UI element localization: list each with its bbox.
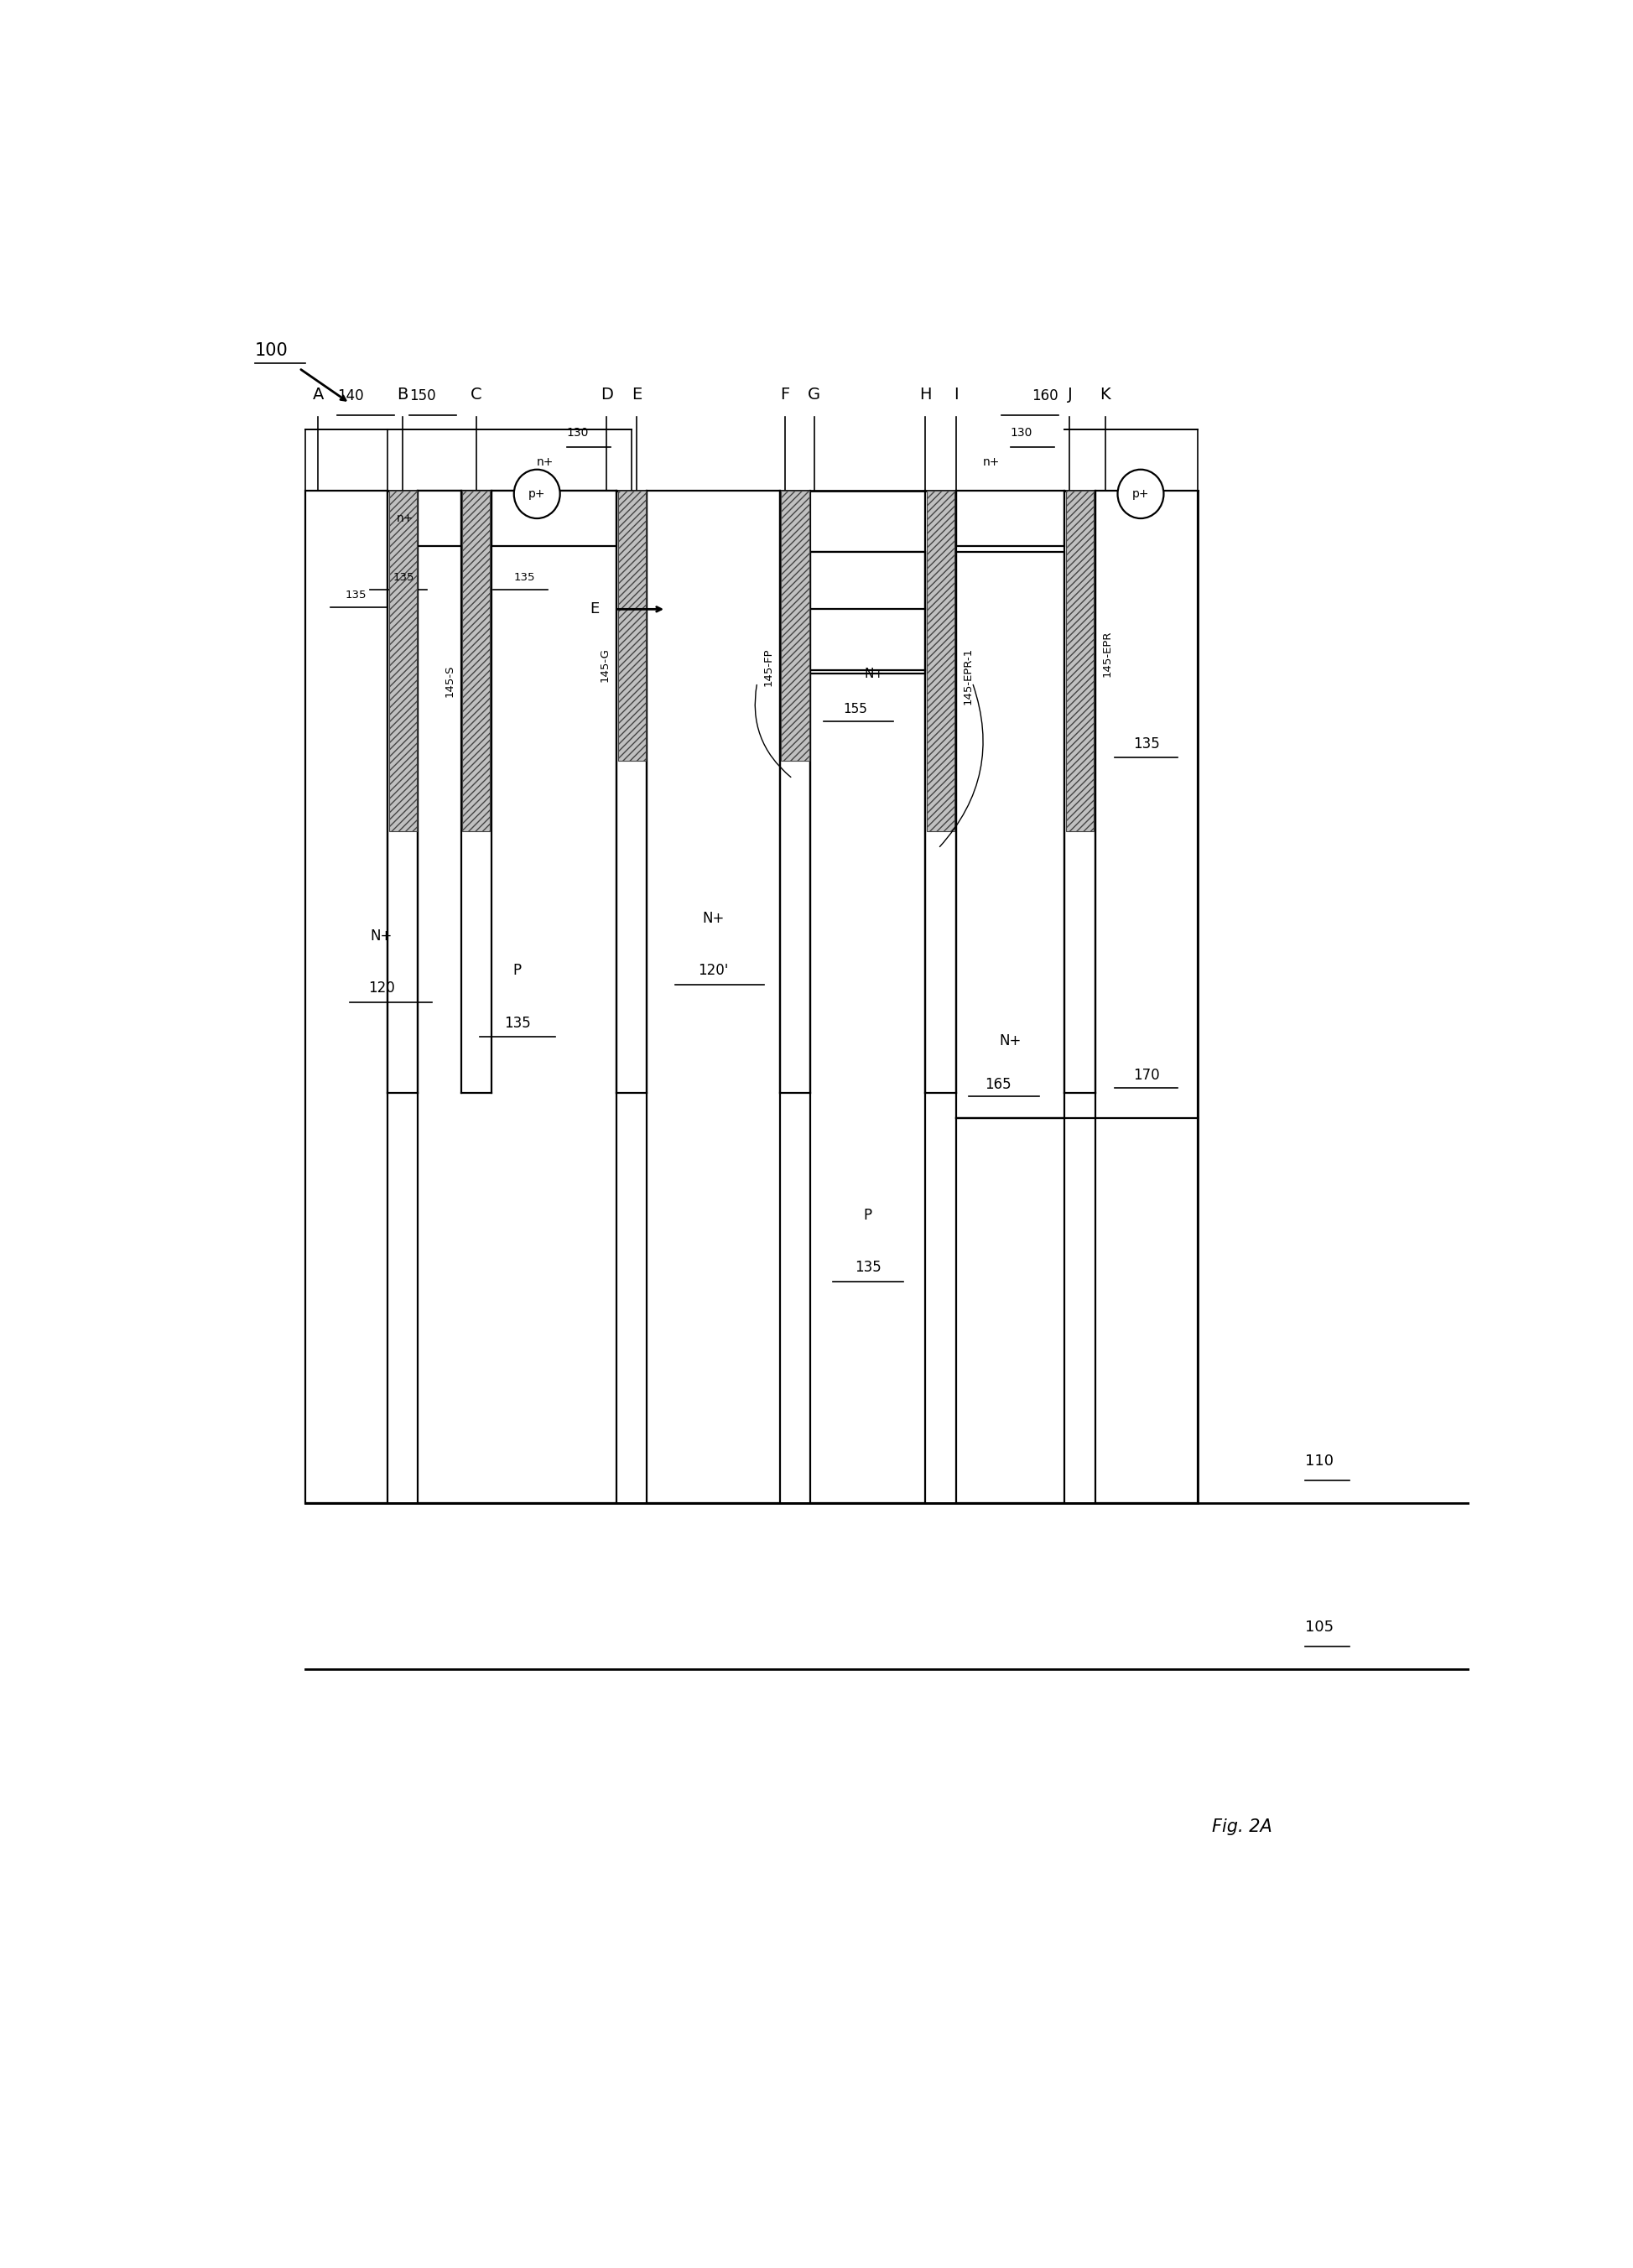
- Bar: [305, 490, 387, 1504]
- Text: G: G: [808, 386, 820, 401]
- Bar: [955, 551, 1065, 1504]
- Text: 160: 160: [1032, 388, 1058, 404]
- Text: 120: 120: [367, 980, 395, 996]
- Text: 130: 130: [567, 426, 590, 438]
- Text: 145-G: 145-G: [599, 649, 611, 683]
- Text: n+: n+: [537, 456, 554, 469]
- Bar: [810, 551, 926, 674]
- Bar: [418, 490, 617, 1504]
- Text: N+: N+: [702, 912, 725, 925]
- Bar: [810, 551, 926, 1504]
- Bar: [647, 490, 781, 1504]
- Text: 145-EPR-1: 145-EPR-1: [962, 649, 973, 705]
- Text: 140: 140: [336, 388, 364, 404]
- Ellipse shape: [1117, 469, 1164, 519]
- Bar: [462, 490, 490, 830]
- Text: 145-EPR: 145-EPR: [1101, 631, 1112, 676]
- Text: p+: p+: [529, 488, 545, 499]
- Text: 135: 135: [854, 1261, 882, 1275]
- Text: 135: 135: [505, 1016, 531, 1030]
- Text: N+: N+: [864, 667, 885, 680]
- Ellipse shape: [514, 469, 560, 519]
- Text: 155: 155: [843, 703, 867, 714]
- Text: 135: 135: [345, 590, 367, 601]
- Text: 165: 165: [985, 1077, 1011, 1091]
- Text: C: C: [470, 386, 482, 401]
- Bar: [781, 490, 808, 762]
- Text: p+: p+: [1132, 488, 1150, 499]
- Text: 135: 135: [1133, 737, 1159, 751]
- Text: P: P: [513, 964, 521, 978]
- Text: N+: N+: [371, 928, 392, 943]
- Text: H: H: [919, 386, 931, 401]
- Text: A: A: [312, 386, 323, 401]
- Text: 135: 135: [394, 572, 415, 583]
- Bar: [492, 490, 617, 547]
- Text: 110: 110: [1305, 1454, 1334, 1467]
- Text: 135: 135: [514, 572, 536, 583]
- Text: E: E: [632, 386, 642, 401]
- Text: n+: n+: [983, 456, 999, 469]
- Text: n+: n+: [397, 513, 413, 524]
- Text: 170: 170: [1133, 1068, 1159, 1084]
- Text: Fig. 2A: Fig. 2A: [1212, 1819, 1272, 1835]
- Text: 120': 120': [699, 964, 728, 978]
- Bar: [389, 490, 416, 830]
- Text: B: B: [397, 386, 408, 401]
- Bar: [955, 490, 1065, 547]
- Text: 100: 100: [255, 342, 287, 358]
- Bar: [1066, 490, 1094, 830]
- Text: D: D: [601, 386, 612, 401]
- Bar: [928, 490, 955, 830]
- Text: 145-FP: 145-FP: [763, 649, 774, 685]
- Text: 130: 130: [1011, 426, 1032, 438]
- Text: F: F: [781, 386, 790, 401]
- Bar: [1096, 490, 1197, 1504]
- Text: P: P: [864, 1207, 872, 1222]
- Text: 150: 150: [410, 388, 436, 404]
- Text: J: J: [1068, 386, 1073, 401]
- Text: 145-S: 145-S: [444, 665, 454, 696]
- Text: N+: N+: [999, 1032, 1021, 1048]
- Text: K: K: [1101, 386, 1110, 401]
- Text: E: E: [590, 601, 599, 617]
- Bar: [418, 490, 461, 547]
- Bar: [617, 490, 645, 762]
- Text: I: I: [954, 386, 959, 401]
- Text: 105: 105: [1305, 1619, 1334, 1635]
